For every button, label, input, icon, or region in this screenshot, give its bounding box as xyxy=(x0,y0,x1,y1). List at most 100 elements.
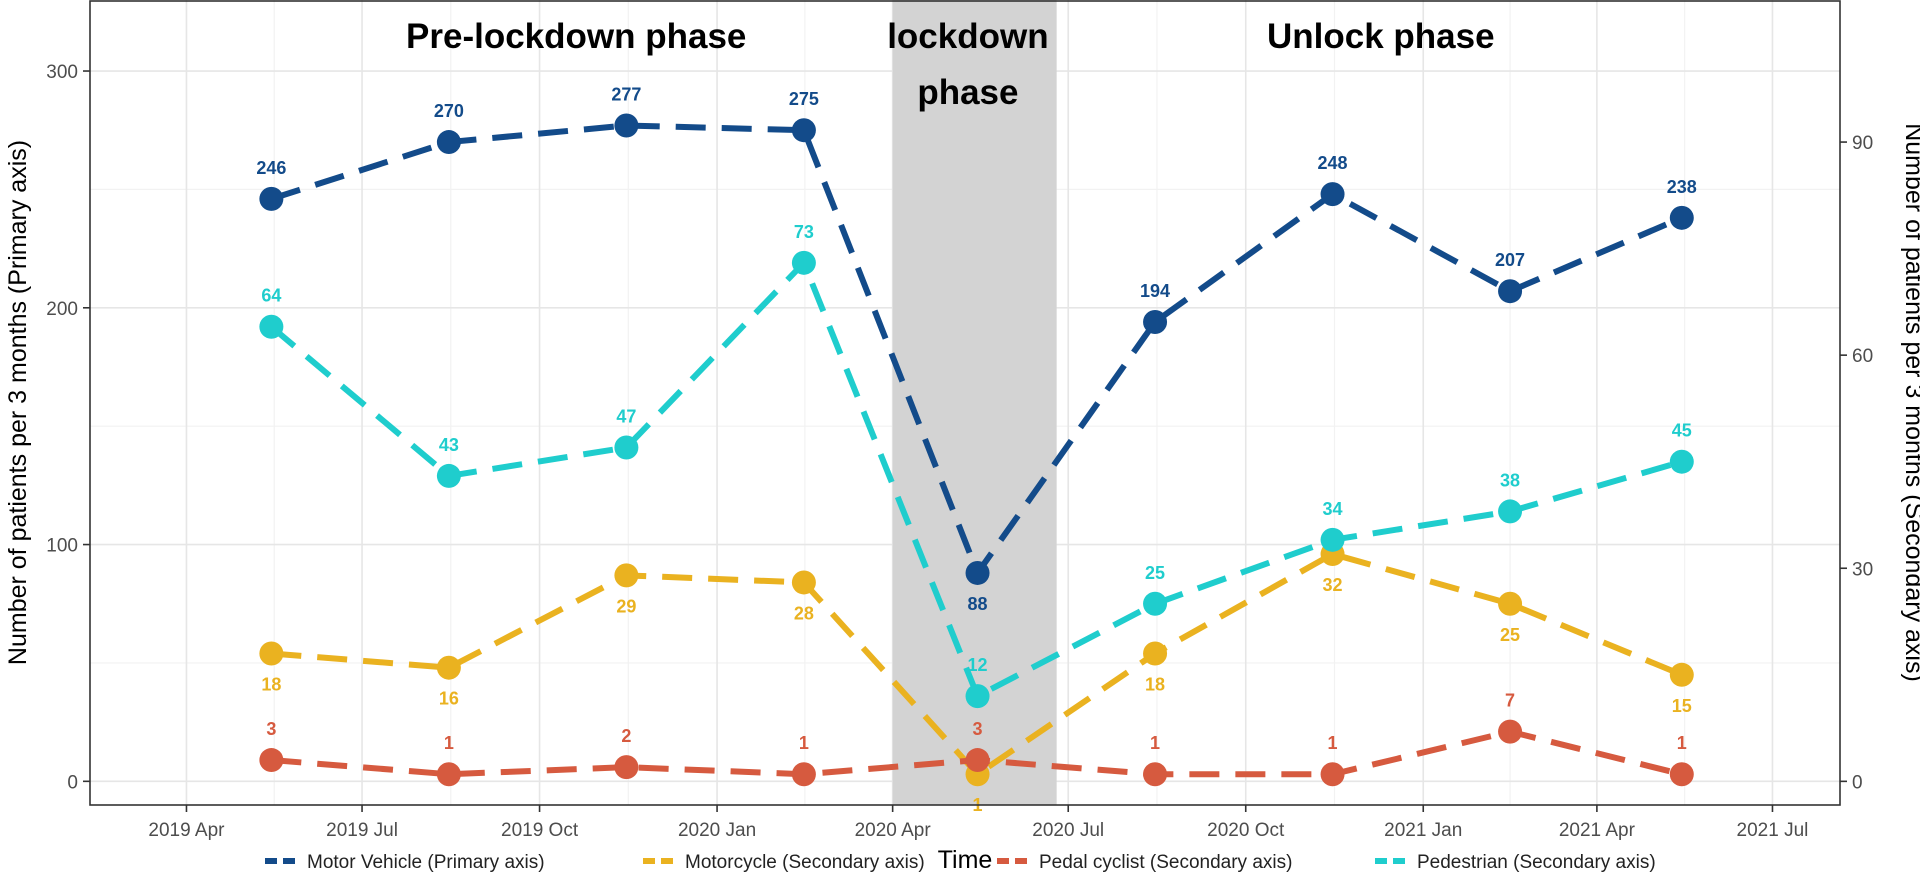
data-point xyxy=(791,762,816,787)
data-label: 3 xyxy=(266,719,276,739)
data-point xyxy=(436,130,461,155)
data-label: 3 xyxy=(973,719,983,739)
panel-border xyxy=(89,0,1841,806)
data-point xyxy=(1320,762,1345,787)
data-label: 64 xyxy=(261,286,281,306)
data-point xyxy=(791,570,816,595)
data-point xyxy=(1669,662,1694,687)
data-point xyxy=(1320,527,1345,552)
data-label: 1 xyxy=(1328,733,1338,753)
data-point xyxy=(1143,591,1168,616)
x-tick-label: 2020 Oct xyxy=(1207,820,1285,841)
data-point xyxy=(791,250,816,275)
data-label: 25 xyxy=(1145,563,1165,583)
data-label: 238 xyxy=(1667,177,1697,197)
y-tick-label: 200 xyxy=(46,299,78,320)
data-point xyxy=(965,748,990,773)
data-point xyxy=(1498,719,1523,744)
data-label: 34 xyxy=(1323,499,1343,519)
y-axis-title-primary: Number of patients per 3 months (Primary… xyxy=(4,140,32,665)
data-label: 275 xyxy=(789,89,819,109)
data-point xyxy=(965,684,990,709)
data-point xyxy=(1669,762,1694,787)
legend-entry: Pedal cyclist (Secondary axis) xyxy=(1039,852,1292,873)
data-point xyxy=(1143,762,1168,787)
y2-tick-label: 0 xyxy=(1852,772,1863,793)
data-point xyxy=(1143,641,1168,666)
data-label: 28 xyxy=(794,603,814,623)
data-label: 2 xyxy=(621,726,631,746)
data-label: 88 xyxy=(968,594,988,614)
data-label: 12 xyxy=(968,655,988,675)
y2-tick-label: 60 xyxy=(1852,346,1873,367)
data-label: 29 xyxy=(616,596,636,616)
data-point xyxy=(965,560,990,585)
data-label: 47 xyxy=(616,406,636,426)
phase-label: Unlock phase xyxy=(1267,17,1495,56)
data-label: 1 xyxy=(799,733,809,753)
data-point xyxy=(436,762,461,787)
series-layer xyxy=(259,113,1694,787)
legend-entry: Motor Vehicle (Primary axis) xyxy=(307,852,545,873)
data-point xyxy=(1498,499,1523,524)
data-point xyxy=(1669,205,1694,230)
y-tick-label: 0 xyxy=(67,772,78,793)
data-point xyxy=(1498,591,1523,616)
series-line xyxy=(269,259,1683,700)
data-label: 1 xyxy=(1677,733,1687,753)
data-label: 25 xyxy=(1500,625,1520,645)
legend: Motor Vehicle (Primary axis) Motorcycle (… xyxy=(265,852,1656,873)
data-label: 270 xyxy=(434,101,464,121)
data-point xyxy=(1143,310,1168,334)
label-layer: Pre-lockdown phase lockdown phase Unlock ph… xyxy=(256,17,1696,815)
phase-label: lockdown xyxy=(887,17,1048,56)
data-point xyxy=(259,641,284,666)
phase-layer xyxy=(892,0,1057,805)
data-point xyxy=(614,435,639,460)
data-point xyxy=(614,113,639,138)
data-point xyxy=(436,463,461,488)
data-label: 18 xyxy=(261,674,281,694)
data-label: 73 xyxy=(794,222,814,242)
axis-layer: 0 100 200 300 0 30 60 90 2019 Apr 2019 Jul 2019 Oc… xyxy=(46,0,1873,841)
x-tick-label: 2019 Oct xyxy=(501,820,579,841)
x-tick-label: 2021 Jan xyxy=(1384,820,1462,841)
data-label: 1 xyxy=(1150,733,1160,753)
x-tick-label: 2020 Apr xyxy=(855,820,932,841)
phase-label: Pre-lockdown phase xyxy=(406,17,746,56)
x-tick-label: 2020 Jan xyxy=(678,820,756,841)
legend-entry: Motorcycle (Secondary axis) xyxy=(685,852,925,873)
data-label: 15 xyxy=(1672,696,1692,716)
data-point xyxy=(259,314,284,339)
data-label: 277 xyxy=(611,84,641,104)
x-axis-title: Time xyxy=(938,846,993,874)
data-point xyxy=(791,118,816,143)
data-label: 207 xyxy=(1495,250,1525,270)
x-tick-label: 2020 Jul xyxy=(1032,820,1104,841)
data-label: 248 xyxy=(1318,153,1348,173)
data-point xyxy=(614,755,639,780)
data-label: 18 xyxy=(1145,674,1165,694)
data-point xyxy=(259,186,284,211)
y2-tick-label: 30 xyxy=(1852,559,1873,580)
legend-entry: Pedestrian (Secondary axis) xyxy=(1417,852,1656,873)
x-tick-label: 2021 Jul xyxy=(1737,820,1809,841)
data-label: 32 xyxy=(1323,575,1343,595)
data-label: 16 xyxy=(439,689,459,709)
data-label: 43 xyxy=(439,435,459,455)
data-point xyxy=(614,563,639,588)
data-point xyxy=(436,655,461,680)
data-point xyxy=(1498,279,1523,304)
data-label: 38 xyxy=(1500,470,1520,490)
x-tick-label: 2019 Jul xyxy=(326,820,398,841)
lockdown-shade xyxy=(892,0,1057,805)
data-point xyxy=(259,748,284,773)
phase-label: phase xyxy=(917,73,1018,112)
data-label: 246 xyxy=(256,158,286,178)
data-label: 194 xyxy=(1140,281,1170,301)
series-line xyxy=(271,551,1683,778)
y-tick-label: 100 xyxy=(46,536,78,557)
y-axis-title-secondary: Number of patients per 3 months (Seconda… xyxy=(1900,123,1920,682)
